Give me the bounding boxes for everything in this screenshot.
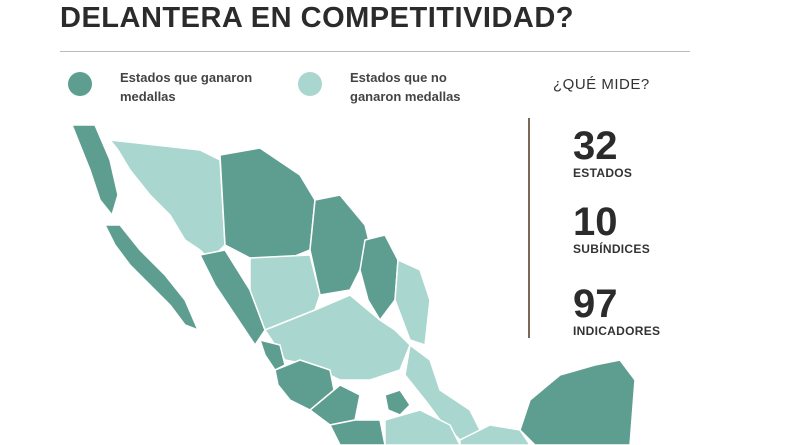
state: [329, 419, 386, 445]
stat-label: INDICADORES: [573, 324, 661, 338]
stat: 10 SUBÍNDICES: [573, 202, 650, 256]
state: [384, 409, 461, 445]
legend-item: Estados que ganaron medallas: [68, 68, 260, 106]
legend-label: Estados que ganaron medallas: [120, 70, 253, 104]
stat-value: 97: [573, 282, 618, 326]
state: [199, 249, 266, 346]
stat-label: SUBÍNDICES: [573, 242, 651, 256]
divider: [60, 51, 690, 52]
state: [359, 234, 399, 321]
state: [104, 224, 199, 331]
state: [109, 139, 226, 261]
stat-label: ESTADOS: [573, 166, 633, 180]
legend-swatch: [298, 72, 322, 96]
stat: 97 INDICADORES: [573, 284, 660, 338]
legend-swatch: [68, 72, 92, 96]
stat-value: 32: [573, 124, 618, 168]
divider: [528, 118, 530, 338]
stat: 32 ESTADOS: [573, 126, 632, 180]
state: [394, 259, 431, 346]
title: DELANTERA EN COMPETITIVIDAD?: [60, 2, 574, 34]
state: [459, 424, 531, 445]
legend-label: Estados que no ganaron medallas: [350, 70, 461, 104]
state: [309, 384, 361, 426]
state: [384, 389, 411, 416]
stat-value: 10: [573, 200, 618, 244]
info-title: ¿QUÉ MIDE?: [553, 76, 650, 93]
state: [519, 359, 636, 445]
legend-item: Estados que no ganaron medallas: [298, 68, 490, 106]
state: [71, 124, 119, 216]
state: [219, 147, 316, 263]
state: [309, 194, 371, 296]
